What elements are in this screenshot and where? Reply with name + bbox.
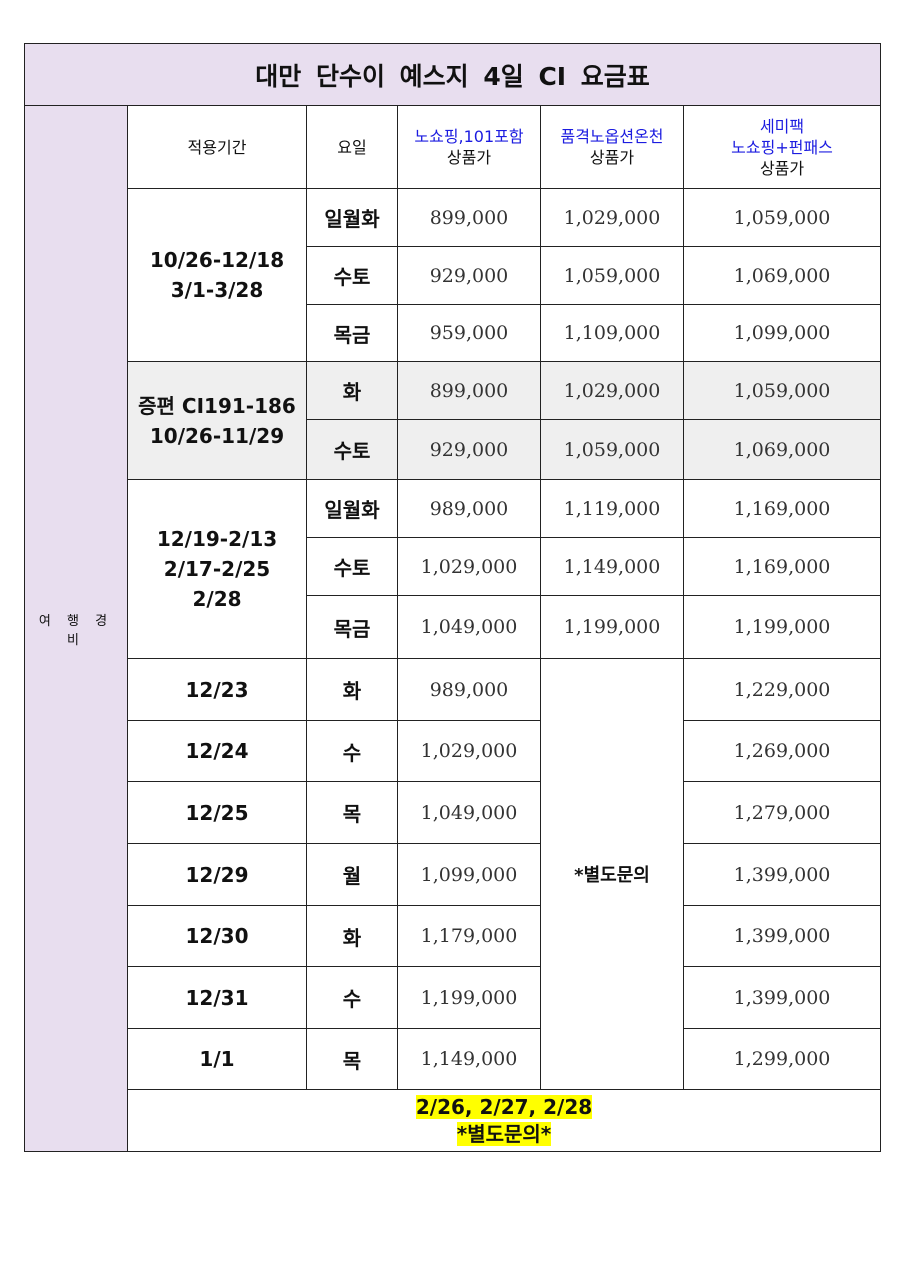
day-cell: 수토 [306, 537, 398, 596]
date-cell: 12/23 [127, 658, 307, 721]
header-product-1: 노쇼핑,101포함 상품가 [397, 105, 541, 189]
price-cell-product-3: 1,279,000 [682, 781, 882, 844]
period-line: 증편 CI191-186 [138, 393, 296, 418]
price-cell-product-3: 1,399,000 [682, 843, 882, 906]
product-1-price-label: 상품가 [446, 148, 492, 167]
price-cell-product-1: 959,000 [397, 304, 541, 362]
price-cell-product-2: 1,059,000 [540, 246, 684, 305]
product-3-price-label: 상품가 [759, 158, 805, 178]
day-cell: 수 [306, 720, 398, 782]
footer-note-cell: 2/26, 2/27, 2/28 *별도문의* [126, 1089, 882, 1152]
price-cell-product-2: 1,199,000 [540, 595, 684, 659]
date-cell: 12/30 [127, 905, 307, 967]
price-cell-product-1: 1,049,000 [397, 595, 541, 659]
date-cell: 12/25 [127, 781, 307, 844]
price-cell-product-3: 1,229,000 [682, 658, 882, 721]
price-cell-product-1: 989,000 [397, 658, 541, 721]
side-label: 여 행 경 비 [24, 105, 128, 1152]
date-cell: 1/1 [127, 1028, 307, 1090]
table-title: 대만 단수이 예스지 4일 CI 요금표 [23, 43, 882, 106]
price-cell-product-1: 1,199,000 [397, 966, 541, 1029]
day-cell: 수 [306, 966, 398, 1029]
period-line: 12/19-2/13 [156, 527, 278, 551]
date-cell: 12/29 [127, 843, 307, 906]
period-line: 3/1-3/28 [170, 278, 264, 302]
price-cell-product-1: 1,029,000 [397, 720, 541, 782]
header-period: 적용기간 [127, 105, 307, 189]
day-cell: 목금 [306, 304, 398, 362]
day-cell: 일월화 [306, 188, 398, 247]
day-cell: 월 [306, 843, 398, 906]
day-cell: 화 [306, 361, 398, 420]
price-cell-product-2: 1,029,000 [540, 188, 684, 247]
price-cell-product-1: 929,000 [397, 246, 541, 305]
day-cell: 화 [306, 905, 398, 967]
day-cell: 목 [306, 781, 398, 844]
day-cell: 화 [306, 658, 398, 721]
price-cell-product-3: 1,169,000 [682, 479, 882, 538]
price-cell-product-2: 1,059,000 [540, 419, 684, 480]
price-cell-product-3: 1,069,000 [682, 419, 882, 480]
header-day: 요일 [306, 105, 398, 189]
period-line: 10/26-12/18 [149, 248, 285, 272]
footer-dates: 2/26, 2/27, 2/28 [415, 1094, 593, 1119]
price-cell-product-1: 989,000 [397, 479, 541, 538]
price-cell-product-3: 1,059,000 [682, 361, 882, 420]
period-cell-group-3: 12/19-2/13 2/17-2/25 2/28 [127, 479, 307, 659]
product-3-name-line-2: 노쇼핑+펀패스 [731, 137, 833, 157]
day-cell: 수토 [306, 419, 398, 480]
price-cell-product-1: 899,000 [397, 361, 541, 420]
period-cell-group-2: 증편 CI191-186 10/26-11/29 [127, 361, 307, 480]
price-cell-product-1: 1,029,000 [397, 537, 541, 596]
price-cell-product-2: 1,109,000 [540, 304, 684, 362]
price-cell-product-3: 1,199,000 [682, 595, 882, 659]
price-cell-product-1: 1,099,000 [397, 843, 541, 906]
price-cell-product-3: 1,069,000 [682, 246, 882, 305]
price-cell-product-2: 1,029,000 [540, 361, 684, 420]
price-cell-product-2: 1,149,000 [540, 537, 684, 596]
date-cell: 12/24 [127, 720, 307, 782]
fare-table: 대만 단수이 예스지 4일 CI 요금표 여 행 경 비 적용기간 요일 노쇼핑… [23, 43, 882, 1152]
price-cell-product-1: 1,149,000 [397, 1028, 541, 1090]
inquiry-cell: *별도문의 [540, 658, 684, 1090]
date-cell: 12/31 [127, 966, 307, 1029]
period-line: 10/26-11/29 [149, 423, 285, 448]
period-line: 2/28 [192, 587, 242, 611]
price-cell-product-3: 1,099,000 [682, 304, 882, 362]
price-cell-product-1: 899,000 [397, 188, 541, 247]
product-2-price-label: 상품가 [589, 148, 635, 167]
price-cell-product-3: 1,059,000 [682, 188, 882, 247]
price-cell-product-3: 1,399,000 [682, 905, 882, 967]
header-product-2: 품격노옵션온천 상품가 [540, 105, 684, 189]
price-cell-product-1: 929,000 [397, 419, 541, 480]
product-2-name: 품격노옵션온천 [560, 127, 664, 146]
day-cell: 일월화 [306, 479, 398, 538]
day-cell: 수토 [306, 246, 398, 305]
price-cell-product-3: 1,169,000 [682, 537, 882, 596]
header-product-3: 세미팩 노쇼핑+펀패스 상품가 [682, 105, 882, 189]
price-cell-product-3: 1,299,000 [682, 1028, 882, 1090]
price-cell-product-3: 1,269,000 [682, 720, 882, 782]
price-cell-product-1: 1,049,000 [397, 781, 541, 844]
period-cell-group-1: 10/26-12/18 3/1-3/28 [127, 188, 307, 362]
product-3-name-line-1: 세미팩 [759, 116, 805, 136]
day-cell: 목금 [306, 595, 398, 659]
period-line: 2/17-2/25 [163, 557, 271, 581]
price-cell-product-1: 1,179,000 [397, 905, 541, 967]
footer-inquiry: *별도문의* [456, 1121, 552, 1146]
product-1-name: 노쇼핑,101포함 [414, 127, 524, 146]
price-cell-product-3: 1,399,000 [682, 966, 882, 1029]
price-cell-product-2: 1,119,000 [540, 479, 684, 538]
day-cell: 목 [306, 1028, 398, 1090]
